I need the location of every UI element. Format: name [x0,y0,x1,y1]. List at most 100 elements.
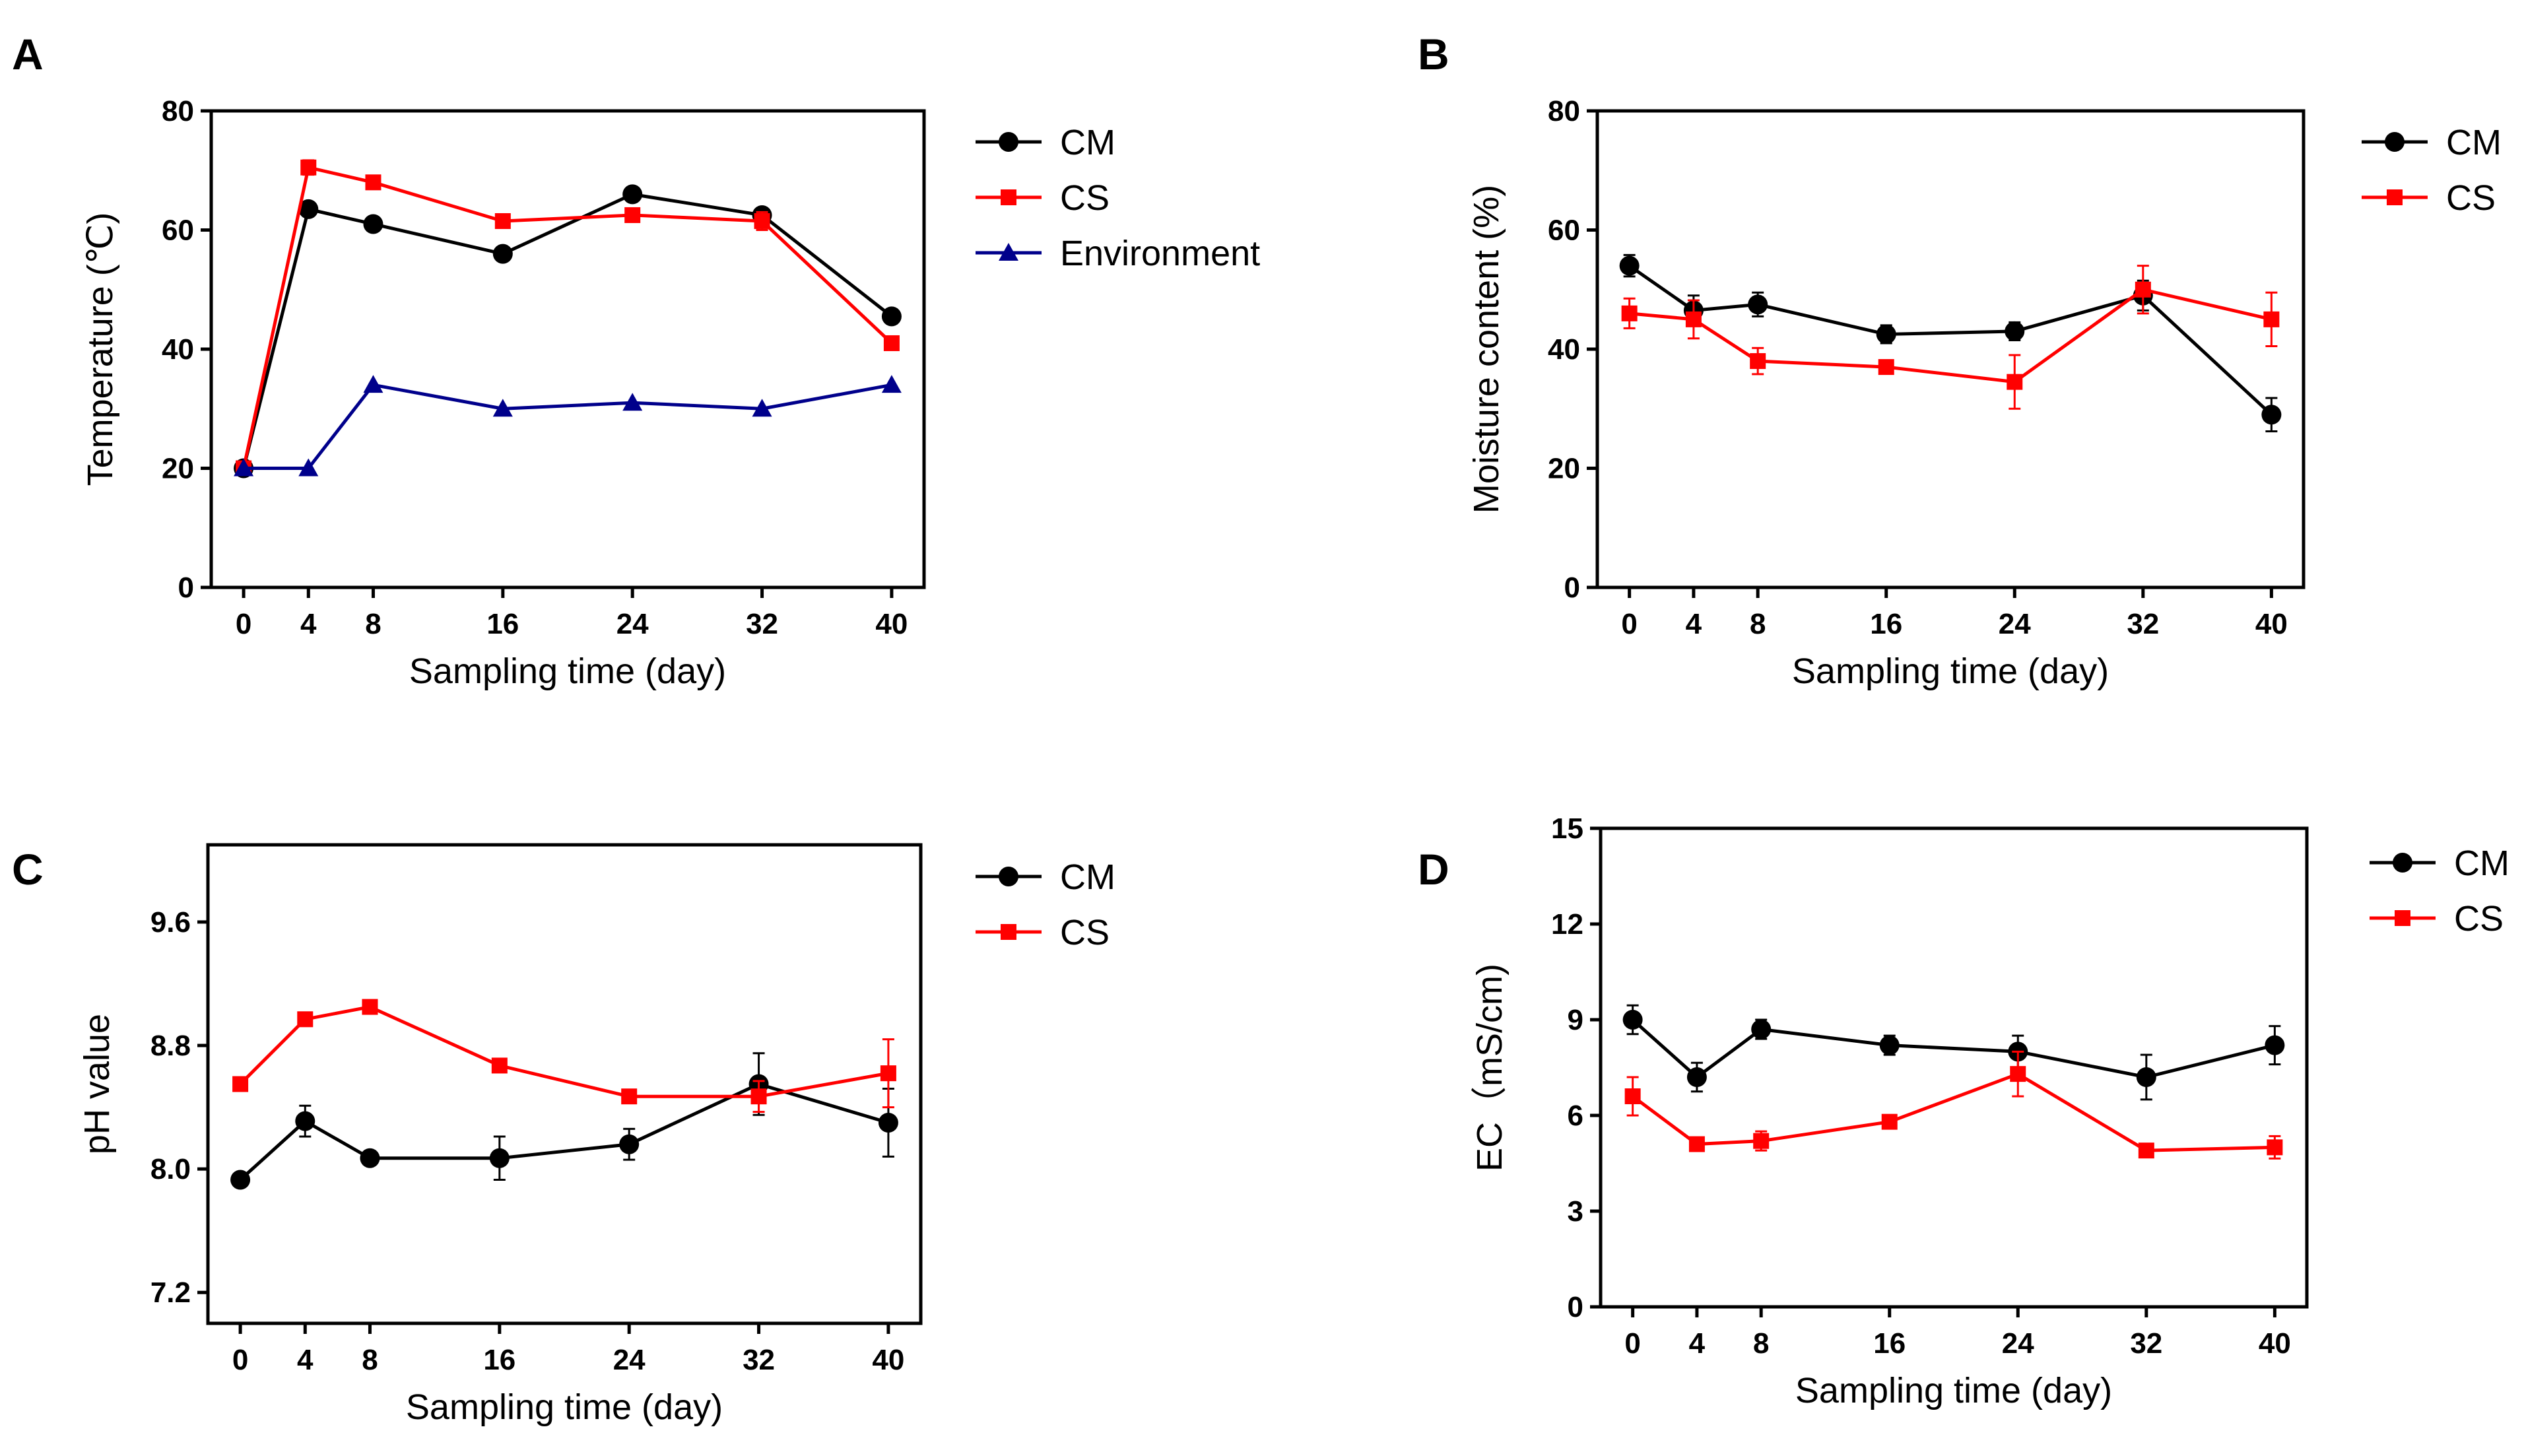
legend-label-cs: CS [2446,178,2496,218]
legend-label-cm: CM [1060,123,1115,162]
data-point-cs [1753,1133,1770,1149]
panel-letter: C [12,845,44,894]
legend-marker-environment [999,243,1018,261]
data-point-cs [1688,1136,1705,1152]
legend-marker-cs [2387,189,2403,205]
y-axis-label: Temperature (℃) [81,213,120,486]
data-point-cs [232,1076,249,1092]
data-point-cs [491,1057,508,1074]
y-axis-label: Moisture content (%) [1467,185,1506,513]
data-point-cm [2005,321,2025,341]
y-tick-label: 12 [1551,908,1583,941]
y-tick-label: 80 [162,95,194,127]
plot-frame [1599,826,2309,1309]
y-tick-label: 80 [1548,95,1580,127]
x-tick-label: 24 [613,1344,646,1376]
data-point-environment [363,375,383,393]
legend-label-cs: CS [1060,913,1110,952]
y-tick-label: 15 [1551,812,1583,845]
x-tick-label: 32 [743,1344,775,1376]
data-point-cs [2267,1139,2283,1156]
x-axis-label: Sampling time (day) [1795,1371,2112,1410]
data-point-cm [360,1148,380,1168]
x-tick-label: 40 [2259,1327,2291,1360]
y-tick-label: 0 [1568,1291,1583,1323]
legend-marker-cm [999,867,1018,886]
data-point-cm [230,1170,251,1190]
data-point-cs [880,1065,896,1082]
x-tick-label: 32 [2127,608,2159,640]
panel-a: A 0 20 40 60 80 0 4 8 16 24 32 40 Sampling time (day)… [12,30,1260,691]
x-tick-label: 24 [1999,608,2031,640]
data-point-cm [298,199,319,219]
data-point-cs [1878,359,1894,376]
x-tick-label: 16 [1870,608,1902,640]
data-point-cs [297,1011,314,1028]
data-point-cs [362,999,378,1015]
legend-label-cs: CS [2454,899,2504,939]
data-point-cs [2138,1142,2154,1159]
data-point-cs [2007,374,2023,390]
data-point-environment [752,399,772,417]
data-point-cm [1748,294,1768,315]
x-tick-label: 40 [872,1344,904,1376]
x-tick-label: 32 [746,608,778,640]
y-tick-label: 40 [1548,333,1580,366]
x-tick-label: 16 [483,1344,515,1376]
data-point-cm [2265,1035,2285,1055]
data-point-cs [1624,1088,1641,1104]
legend-label-cs: CS [1060,178,1110,218]
x-tick-label: 0 [232,1344,248,1376]
x-tick-label: 40 [875,608,908,640]
x-tick-label: 16 [1873,1327,1906,1360]
legend-marker-cm [2393,853,2412,873]
x-axis-label: Sampling time (day) [406,1387,723,1427]
y-axis-label: pH value [77,1014,117,1154]
data-point-cm [881,306,902,327]
data-point-cm [1751,1019,1772,1040]
legend-label-cm: CM [1060,857,1115,897]
data-point-cs [1881,1113,1898,1130]
data-point-cs [1621,305,1638,321]
data-point-cs [494,213,511,229]
y-tick-label: 9 [1568,1004,1583,1036]
legend-marker-cs [1001,924,1016,940]
x-tick-label: 8 [1753,1327,1769,1360]
data-point-cm [619,1134,640,1154]
x-tick-label: 0 [1621,608,1637,640]
x-tick-label: 8 [1750,608,1766,640]
data-point-cm [1622,1010,1643,1030]
data-point-cm [622,184,643,205]
y-tick-label: 60 [162,215,194,247]
legend-marker-cm [2385,132,2405,152]
legend-marker-cs [1001,189,1016,205]
y-tick-label: 20 [1548,453,1580,485]
data-point-cm [1879,1035,1900,1055]
data-point-cs [1750,353,1766,370]
panel-letter: D [1418,845,1449,894]
data-point-environment [622,393,643,411]
panel-letter: B [1418,30,1449,79]
data-point-cs [1685,311,1702,327]
legend-label-environment: Environment [1060,234,1260,273]
data-point-cm [2136,1067,2156,1087]
data-point-cm [295,1111,316,1131]
data-point-cs [300,159,317,176]
y-tick-label: 6 [1568,1100,1583,1132]
data-point-cm [489,1148,510,1168]
legend-label-cm: CM [2446,123,2502,162]
panel-d: D 0 3 6 9 12 15 0 4 8 16 24 32 40 Sampling time (day) E… [1418,812,2509,1410]
x-axis-label: Sampling time (day) [1792,651,2109,691]
x-axis-label: Sampling time (day) [409,651,726,691]
y-tick-label: 8.8 [150,1030,191,1062]
data-point-cm [363,214,383,234]
data-point-cs [624,207,641,223]
data-point-environment [881,375,902,393]
legend-label-cm: CM [2454,844,2509,883]
data-point-environment [234,458,254,477]
x-tick-label: 0 [236,608,251,640]
legend-marker-cm [999,132,1018,152]
data-point-cs [754,213,770,229]
x-tick-label: 0 [1624,1327,1640,1360]
